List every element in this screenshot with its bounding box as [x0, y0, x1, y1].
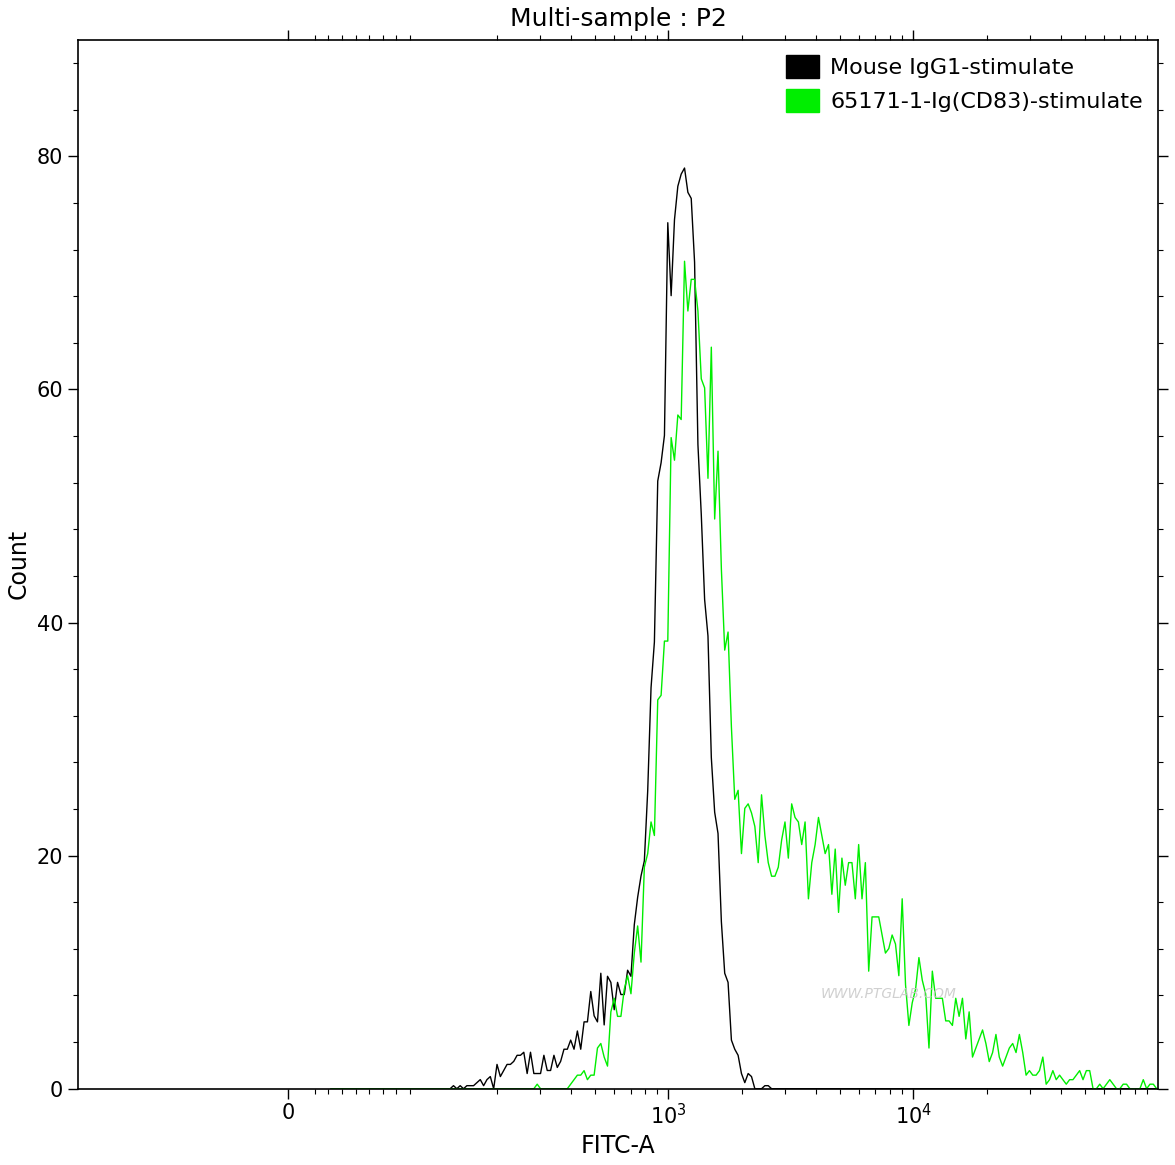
Y-axis label: Count: Count: [7, 529, 31, 600]
Legend: Mouse IgG1-stimulate, 65171-1-Ig(CD83)-stimulate: Mouse IgG1-stimulate, 65171-1-Ig(CD83)-s…: [777, 47, 1152, 121]
Text: WWW.PTGLAB.COM: WWW.PTGLAB.COM: [820, 987, 956, 1001]
Title: Multi-sample : P2: Multi-sample : P2: [510, 7, 726, 31]
X-axis label: FITC-A: FITC-A: [580, 1134, 656, 1158]
